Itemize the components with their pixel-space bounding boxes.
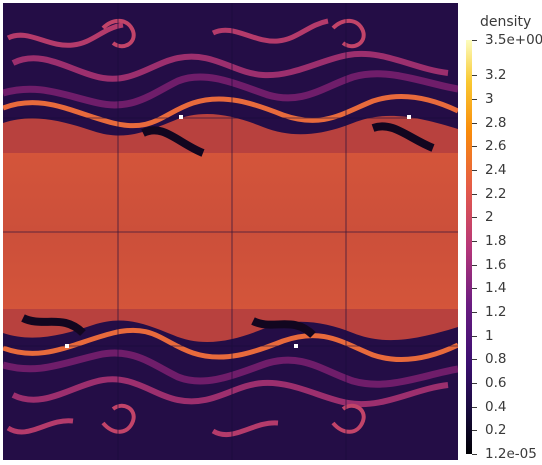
tracer-marker xyxy=(179,115,183,119)
colorbar-tick-mark xyxy=(472,99,477,100)
lower-mixing-layer xyxy=(3,309,458,438)
tracer-marker xyxy=(65,344,69,348)
colorbar-max-label: 3.5e+00 xyxy=(485,32,542,48)
colorbar-tick-mark xyxy=(472,288,477,289)
colorbar-tick-mark xyxy=(472,383,477,384)
colorbar-tick-mark xyxy=(472,75,477,76)
colorbar-tick-label: 2.2 xyxy=(485,186,507,202)
colorbar-tick-mark xyxy=(472,241,477,242)
colorbar-tick-mark xyxy=(472,170,477,171)
colorbar xyxy=(466,40,472,454)
colorbar-tick-label: 1.4 xyxy=(485,280,507,296)
colorbar-tick-label: 0.6 xyxy=(485,375,507,391)
colorbar-tick-label: 3 xyxy=(485,91,494,107)
colorbar-tick-label: 0.4 xyxy=(485,399,507,415)
colorbar-tick-mark xyxy=(472,123,477,124)
colorbar-tick-mark xyxy=(472,312,477,313)
colorbar-tick-label: 2.8 xyxy=(485,115,507,131)
colorbar-tick-mark xyxy=(472,265,477,266)
colorbar-tick-mark xyxy=(472,430,477,431)
density-render-view xyxy=(3,3,458,460)
colorbar-tick-mark xyxy=(472,146,477,147)
colorbar-tick-mark xyxy=(472,40,477,41)
colorbar-tick-label: 2.6 xyxy=(485,138,507,154)
colorbar-tick-mark xyxy=(472,454,477,455)
dense-band xyxy=(3,151,458,311)
colorbar-tick-label: 1 xyxy=(485,328,494,344)
partition-grid xyxy=(3,3,458,460)
colorbar-tick-label: 2.4 xyxy=(485,162,507,178)
colorbar-title: density xyxy=(480,14,532,30)
colorbar-min-label: 1.2e-05 xyxy=(485,446,537,462)
colorbar-tick-label: 1.2 xyxy=(485,304,507,320)
tracer-marker xyxy=(294,344,298,348)
colorbar-tick-label: 0.2 xyxy=(485,422,507,438)
colorbar-tick-mark xyxy=(472,217,477,218)
colorbar-tick-mark xyxy=(472,194,477,195)
colorbar-tick-label: 1.6 xyxy=(485,257,507,273)
tracer-marker xyxy=(407,115,411,119)
colorbar-tick-label: 3.2 xyxy=(485,67,507,83)
colorbar-tick-label: 0.8 xyxy=(485,351,507,367)
tracer-markers xyxy=(65,115,411,348)
colorbar-tick-mark xyxy=(472,407,477,408)
colorbar-tick-mark xyxy=(472,359,477,360)
colorbar-tick-mark xyxy=(472,336,477,337)
upper-mixing-layer xyxy=(3,18,458,157)
colorbar-tick-label: 2 xyxy=(485,209,494,225)
colorbar-tick-label: 1.8 xyxy=(485,233,507,249)
